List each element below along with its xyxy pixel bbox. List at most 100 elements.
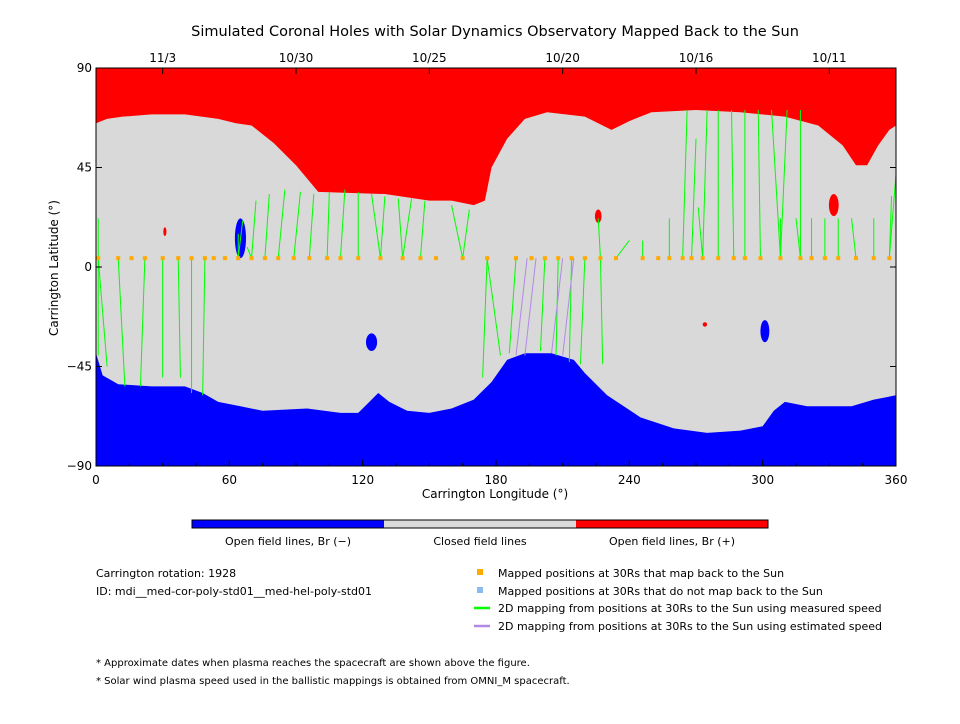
mapped-position-19 <box>356 256 361 261</box>
x-axis-label: Carrington Longitude (°) <box>422 487 568 501</box>
date-tick-label: 10/30 <box>279 51 314 65</box>
measured-mapping-line-14 <box>264 193 270 259</box>
legend-label-estimated: 2D mapping from positions at 30Rs to the… <box>498 620 882 633</box>
x-tick-label: 120 <box>351 473 374 487</box>
mapped-position-39 <box>700 256 705 261</box>
measured-mapping-line-15 <box>277 189 286 259</box>
measured-mapping-line-28 <box>482 258 488 378</box>
colorbar-label-closed: Closed field lines <box>433 535 527 548</box>
measured-mapping-line-19 <box>339 189 346 259</box>
mapped-position-20 <box>378 256 383 261</box>
mapped-position-15 <box>291 256 296 261</box>
measured-mapping-line-49 <box>779 109 788 259</box>
mapped-position-41 <box>731 256 736 261</box>
mapped-position-23 <box>434 256 438 261</box>
mapped-position-26 <box>514 256 518 261</box>
mapped-position-14 <box>276 256 281 261</box>
synoptic-map <box>95 67 897 467</box>
mapped-position-12 <box>249 256 254 261</box>
figure-title: Simulated Coronal Holes with Solar Dynam… <box>191 24 799 40</box>
measured-mapping-line-35 <box>599 258 604 365</box>
mapped-position-7 <box>189 256 194 261</box>
x-tick-label: 300 <box>751 473 774 487</box>
mapped-position-51 <box>887 256 892 261</box>
y-tick-label: −90 <box>67 459 92 473</box>
footnote-speed: * Solar wind plasma speed used in the ba… <box>96 676 570 687</box>
small-hole-3 <box>760 320 770 343</box>
carrington-rotation-text: Carrington rotation: 1928 <box>96 567 236 580</box>
mapped-positions <box>96 256 892 261</box>
measured-mapping-line-13 <box>251 200 257 259</box>
measured-mapping-line-3 <box>117 258 126 387</box>
colorbar-label-open-positive: Open field lines, Br (+) <box>609 535 735 548</box>
date-tick-label: 10/16 <box>679 51 714 65</box>
mapped-position-44 <box>778 256 783 261</box>
legend-label-not-mapped: Mapped positions at 30Rs that do not map… <box>498 585 823 598</box>
measured-mapping-line-17 <box>308 193 315 259</box>
y-tick-label: 45 <box>77 161 92 175</box>
measured-mapping-line-43 <box>702 109 708 259</box>
date-tick-label: 11/3 <box>149 51 176 65</box>
mapped-position-36 <box>667 256 672 261</box>
legend-label-measured: 2D mapping from positions at 30Rs to the… <box>498 602 882 615</box>
mapped-position-24 <box>460 256 465 261</box>
legend-label-mapped: Mapped positions at 30Rs that map back t… <box>498 567 784 580</box>
mapped-position-43 <box>758 256 763 261</box>
north-polar-coronal-hole <box>96 68 896 206</box>
mapped-position-25 <box>485 256 490 261</box>
mapped-position-49 <box>854 256 858 261</box>
y-axis-label: Carrington Latitude (°) <box>47 200 61 336</box>
mapped-position-31 <box>582 256 587 261</box>
x-tick-label: 360 <box>885 473 908 487</box>
measured-mapping-line-36 <box>597 218 601 259</box>
mapped-position-35 <box>656 256 661 261</box>
measured-mapping-line-29 <box>486 258 501 356</box>
colorbar-label-open-negative: Open field lines, Br (−) <box>225 535 351 548</box>
measured-mapping-line-12 <box>237 220 244 259</box>
mapped-position-8 <box>202 256 207 261</box>
mapped-position-22 <box>418 256 423 261</box>
measured-mapping-line-42 <box>697 207 704 259</box>
y-tick-label: 90 <box>77 61 92 75</box>
mapped-position-6 <box>176 256 181 261</box>
mapped-position-18 <box>338 256 343 261</box>
mapped-position-1 <box>96 256 101 261</box>
mapped-position-3 <box>129 256 134 261</box>
legend-marker-mapped <box>477 569 483 575</box>
mapped-position-9 <box>211 256 216 261</box>
x-tick-label: 60 <box>222 473 237 487</box>
small-hole-2 <box>366 333 378 352</box>
measured-mapping-line-40 <box>682 109 688 259</box>
mapped-position-13 <box>262 256 267 261</box>
measured-mapping-line-34 <box>579 258 586 365</box>
measured-mapping-line-23 <box>397 198 404 259</box>
x-tick-label: 0 <box>92 473 100 487</box>
mapped-position-45 <box>798 256 803 261</box>
south-polar-coronal-hole <box>96 353 896 466</box>
colorbar-frame <box>191 519 769 529</box>
mapped-position-48 <box>836 256 841 261</box>
measured-mapping-line-59 <box>888 174 897 259</box>
mapped-position-34 <box>640 256 645 261</box>
mapped-position-5 <box>160 256 165 261</box>
mapped-position-2 <box>116 256 121 261</box>
mapped-position-33 <box>614 256 618 261</box>
small-hole-7 <box>702 322 708 327</box>
mapped-position-28 <box>542 256 547 261</box>
date-tick-label: 10/25 <box>412 51 447 65</box>
model-id-text: ID: mdi__med-cor-poly-std01__med-hel-pol… <box>96 585 372 598</box>
estimated-mapping-line-4 <box>562 258 575 356</box>
measured-mapping-line-26 <box>451 204 464 259</box>
mapped-position-17 <box>325 256 330 261</box>
measured-mapping-line-52 <box>795 218 801 259</box>
mapped-position-10 <box>222 256 227 261</box>
colorbar-open-negative <box>192 520 384 528</box>
small-hole-6 <box>163 227 167 237</box>
measured-mapping-line-37 <box>615 240 630 259</box>
mapped-position-50 <box>871 256 876 261</box>
measured-mapping-line-27 <box>462 209 470 259</box>
mapped-position-47 <box>822 256 827 261</box>
mapped-position-21 <box>400 256 405 261</box>
date-tick-label: 10/20 <box>545 51 580 65</box>
